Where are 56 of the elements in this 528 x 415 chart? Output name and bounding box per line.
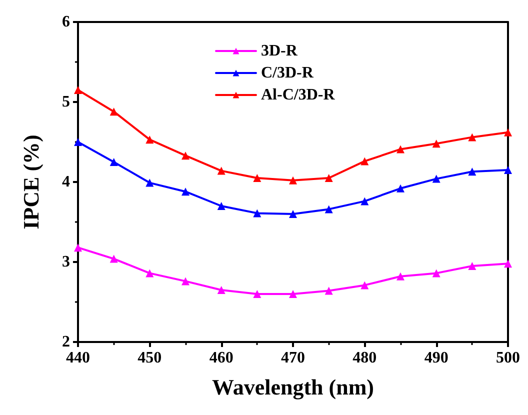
point (360, 157, 369, 166)
y-tick-label: 6 (62, 14, 70, 30)
point (289, 290, 297, 298)
point (468, 133, 476, 142)
x-tick-label: 460 (209, 350, 234, 366)
point (360, 197, 369, 206)
point (182, 188, 190, 196)
point (468, 168, 476, 176)
legend-label: C/3D-R (261, 64, 314, 82)
point (324, 205, 333, 214)
point (146, 136, 154, 144)
y-tick-label: 4 (62, 174, 70, 190)
point (253, 174, 262, 182)
point (289, 176, 297, 184)
point (74, 138, 82, 146)
x-tick-label: 480 (352, 350, 377, 366)
point (324, 286, 333, 295)
point (217, 166, 226, 175)
point (504, 260, 512, 268)
point (217, 286, 226, 294)
point (324, 174, 333, 182)
legend-label: 3D-R (261, 42, 298, 60)
x-tick-label: 440 (66, 350, 90, 366)
point (110, 158, 118, 166)
y-tick-label: 3 (62, 254, 70, 270)
point (289, 210, 297, 218)
point (253, 290, 262, 298)
point (110, 108, 118, 116)
point (217, 202, 226, 210)
point (360, 281, 369, 290)
point (432, 174, 440, 183)
point (396, 145, 404, 154)
x-tick-label: 450 (138, 350, 162, 366)
point (396, 184, 404, 192)
point (74, 86, 82, 94)
point (432, 140, 440, 148)
x-axis-title: Wavelength (nm) (212, 374, 374, 400)
point (182, 152, 190, 160)
point (74, 244, 82, 252)
point (110, 254, 118, 263)
point (182, 277, 190, 286)
point (432, 269, 440, 278)
x-tick-label: 470 (281, 350, 305, 366)
point (146, 269, 154, 278)
point (253, 209, 262, 218)
y-axis-title: IPCE (%) (18, 134, 44, 230)
point (504, 128, 512, 136)
point (468, 262, 476, 270)
x-tick-label: 490 (424, 350, 448, 366)
point (396, 272, 404, 280)
point (504, 166, 512, 174)
legend-label: Al-C/3D-R (261, 86, 336, 104)
y-tick-label: 2 (62, 334, 70, 350)
x-tick-label: 500 (496, 350, 520, 366)
point (146, 178, 154, 187)
y-tick-label: 5 (62, 94, 70, 110)
